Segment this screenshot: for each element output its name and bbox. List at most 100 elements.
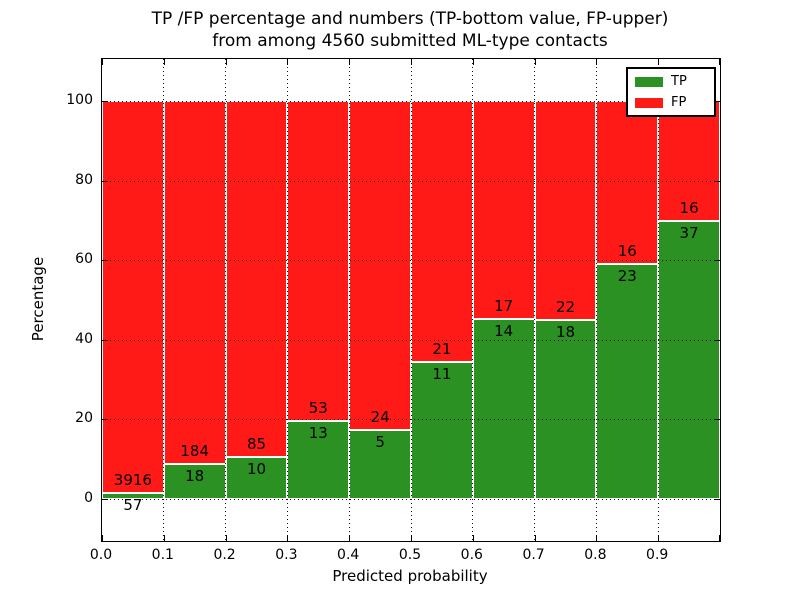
tp-count-label: 10 <box>246 460 267 479</box>
y-tickmark-right <box>714 339 720 341</box>
tp-count-label: 18 <box>555 322 576 341</box>
fp-count-label: 53 <box>308 398 328 417</box>
x-tick-label: 0.1 <box>151 547 174 563</box>
fp-bar-segment <box>163 101 226 464</box>
x-axis-label: Predicted probability <box>332 567 488 585</box>
fp-legend-swatch-icon <box>635 97 663 108</box>
y-tick-label: 0 <box>84 490 93 506</box>
tp-count-label: 11 <box>432 365 452 384</box>
legend-label-fp: FP <box>671 95 687 110</box>
y-tick-label: 60 <box>75 251 93 268</box>
x-tickmark <box>596 535 598 541</box>
y-tickmark <box>102 499 108 500</box>
fp-bar-segment <box>102 101 164 494</box>
x-tickmark-top <box>596 59 598 65</box>
y-tickmark-right <box>714 260 720 262</box>
vertical-gridline <box>595 59 597 541</box>
x-tick-label: 0.0 <box>89 547 113 563</box>
x-tickmark-top <box>287 59 289 65</box>
tp-bar-segment <box>534 319 597 499</box>
vertical-gridline <box>472 59 474 541</box>
fp-bar-segment <box>472 101 535 320</box>
tp-count-label: 23 <box>617 267 637 286</box>
x-tick-label: 0.3 <box>275 547 298 563</box>
x-tickmark-top <box>349 59 351 65</box>
x-tick-label: 0.7 <box>522 547 545 563</box>
fp-count-label: 16 <box>617 242 637 261</box>
y-tickmark <box>102 101 108 102</box>
y-tickmark-right <box>714 419 720 421</box>
vertical-gridline <box>225 59 227 541</box>
fp-count-label: 21 <box>432 340 452 359</box>
y-tickmark <box>102 260 108 262</box>
y-tickmark <box>102 339 108 341</box>
tp-bar-segment <box>287 420 350 499</box>
tp-bar-segment <box>596 264 659 499</box>
y-tick-label: 40 <box>75 330 93 347</box>
fp-bar-segment <box>596 101 659 265</box>
vertical-gridline <box>657 59 659 541</box>
y-tickmark-right <box>714 180 720 182</box>
x-tick-label: 0.8 <box>584 547 607 563</box>
y-tickmark <box>102 180 108 182</box>
vertical-gridline <box>348 59 350 541</box>
y-tick-label: 100 <box>66 92 93 108</box>
x-tick-label: 0.2 <box>213 547 236 563</box>
chart-title-line1: TP /FP percentage and numbers (TP-bottom… <box>151 9 669 29</box>
y-tick-label: 80 <box>75 171 93 188</box>
x-tickmark <box>225 535 227 541</box>
legend-label-tp: TP <box>671 74 687 89</box>
x-tick-label: 0.4 <box>337 547 360 563</box>
fp-bar-segment <box>658 101 720 222</box>
chart-title-line2: from among 4560 submitted ML-type contac… <box>212 31 608 51</box>
fp-count-label: 16 <box>679 199 699 218</box>
fp-bar-segment <box>534 101 597 320</box>
x-tickmark-top <box>719 59 720 65</box>
vertical-gridline <box>286 59 288 541</box>
fp-count-label: 22 <box>555 297 576 316</box>
plot-area: 3916 57 184 18 85 10 53 13 24 5 21 11 17 14 22 18 16 23 16… <box>101 58 721 542</box>
x-tickmark-top <box>658 59 660 65</box>
y-tickmark-right <box>714 499 720 500</box>
vertical-gridline <box>534 59 536 541</box>
x-tickmark-top <box>472 59 474 65</box>
fp-count-label: 85 <box>246 435 267 454</box>
fp-bar-segment <box>225 101 288 458</box>
legend-row-fp: FP <box>635 96 707 109</box>
tp-bar-segment <box>349 430 411 499</box>
y-tickmark <box>102 419 108 421</box>
fp-count-label: 17 <box>494 297 514 316</box>
x-tickmark <box>534 535 536 541</box>
fp-bar-segment <box>411 101 473 363</box>
tp-count-label: 37 <box>679 224 699 243</box>
x-tickmark-top <box>225 59 227 65</box>
x-tickmark <box>411 535 412 541</box>
x-tickmark <box>349 535 351 541</box>
x-tickmark-top <box>534 59 536 65</box>
tp-count-label: 13 <box>308 423 328 442</box>
fp-bar-segment <box>349 101 411 431</box>
x-tickmark <box>472 535 474 541</box>
vertical-gridline <box>163 59 165 541</box>
x-tick-label: 0.5 <box>398 547 422 563</box>
x-tick-label: 0.9 <box>646 547 669 563</box>
tp-count-label: 14 <box>494 322 514 341</box>
vertical-gridline <box>410 59 412 541</box>
x-tickmark-top <box>411 59 412 65</box>
x-tickmark <box>658 535 660 541</box>
tp-count-label: 5 <box>375 433 385 452</box>
x-tickmark <box>163 535 165 541</box>
x-tickmark-top <box>163 59 165 65</box>
legend: TP FP <box>626 67 716 117</box>
legend-row-tp: TP <box>635 75 707 88</box>
tp-bar-segment <box>658 221 720 499</box>
y-axis-label: Percentage <box>29 256 47 342</box>
tp-count-label: 57 <box>123 496 143 515</box>
y-tick-label: 20 <box>75 410 93 427</box>
x-tickmark <box>719 535 720 541</box>
fp-count-label: 24 <box>370 408 390 427</box>
x-tick-label: 0.6 <box>460 547 483 563</box>
tp-count-label: 18 <box>185 466 205 485</box>
fp-count-label: 3916 <box>113 471 152 490</box>
